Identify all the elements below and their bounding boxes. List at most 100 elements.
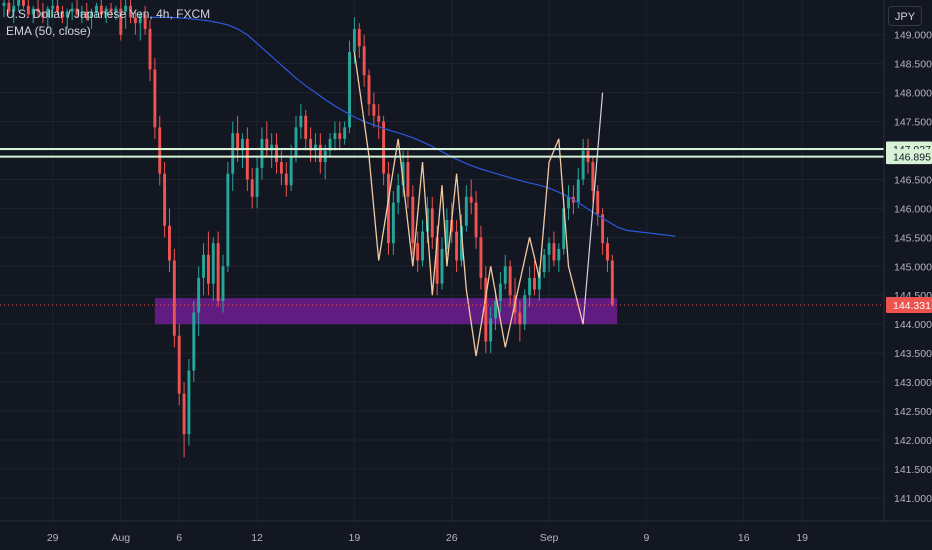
price-tick-label: 148.500 bbox=[894, 59, 932, 71]
candle-body bbox=[65, 11, 69, 18]
candle-body bbox=[528, 277, 532, 296]
price-tick-label: 143.500 bbox=[894, 348, 932, 360]
candle-body bbox=[114, 8, 118, 12]
price-axis[interactable]: 141.000 141.500 142.000 142.500 143.000 143.5… bbox=[883, 0, 932, 521]
candle-body bbox=[124, 5, 128, 12]
candle-body bbox=[362, 46, 366, 76]
candle-body bbox=[26, 5, 30, 15]
candle-body bbox=[182, 393, 186, 435]
candle-body bbox=[138, 14, 142, 24]
candle-body bbox=[518, 312, 522, 325]
candle-body bbox=[206, 254, 210, 284]
time-tick-label: Aug bbox=[111, 532, 130, 544]
level-price-tag-label: 146.895 bbox=[893, 152, 931, 164]
candle-body bbox=[192, 312, 196, 371]
candle-body bbox=[469, 196, 473, 203]
candle-body bbox=[484, 277, 488, 342]
candle-body bbox=[17, 0, 21, 6]
candle-body bbox=[270, 144, 274, 151]
candle-body bbox=[284, 173, 288, 186]
price-tick-label: 143.000 bbox=[894, 377, 932, 389]
candle-body bbox=[357, 28, 361, 47]
candle-body bbox=[343, 127, 347, 139]
candle-body bbox=[241, 138, 244, 151]
candle-body bbox=[314, 144, 317, 151]
candle-body bbox=[75, 8, 79, 15]
candle-body bbox=[289, 156, 293, 186]
candle-body bbox=[387, 173, 390, 244]
time-tick-label: Sep bbox=[540, 532, 559, 544]
candle-body bbox=[177, 335, 181, 394]
candle-body bbox=[95, 5, 98, 12]
price-tick-label: 142.000 bbox=[894, 435, 932, 447]
candle-body bbox=[275, 144, 278, 163]
candle-body bbox=[508, 266, 512, 296]
candle-body bbox=[104, 8, 108, 15]
candle-body bbox=[601, 214, 605, 244]
candle-body bbox=[158, 127, 162, 174]
symbol-title[interactable]: U.S. Dollar / Japanese Yen, 4h, FXCM bbox=[6, 7, 211, 21]
candle-body bbox=[36, 8, 40, 12]
candle-body bbox=[396, 185, 400, 203]
candle-body bbox=[455, 231, 459, 261]
price-tick-label: 149.000 bbox=[894, 30, 932, 42]
candle-body bbox=[421, 231, 424, 261]
time-tick-label: 16 bbox=[738, 532, 750, 544]
candle-body bbox=[260, 138, 264, 168]
candle-body bbox=[153, 69, 157, 128]
level-price-tag bbox=[886, 149, 932, 165]
candle-body bbox=[489, 318, 493, 342]
time-axis[interactable]: 29 Aug 6 12 19 26 Sep 9 16 19 bbox=[0, 520, 932, 544]
candle-body bbox=[445, 219, 449, 249]
price-tick-label: 146.500 bbox=[894, 174, 932, 186]
candle-body bbox=[197, 277, 201, 313]
candle-body bbox=[294, 127, 298, 157]
candle-body bbox=[591, 162, 595, 192]
candle-body bbox=[304, 115, 308, 139]
candle-body bbox=[60, 11, 64, 18]
projection-line bbox=[582, 92, 604, 325]
candle-body bbox=[338, 133, 342, 139]
candle-body bbox=[328, 138, 332, 151]
last-price-tag-label: 144.331 bbox=[893, 300, 931, 312]
candle-body bbox=[460, 225, 463, 261]
price-tick-label: 141.500 bbox=[894, 464, 932, 476]
candle-body bbox=[576, 179, 580, 203]
candle-body bbox=[411, 196, 415, 244]
candle-body bbox=[250, 179, 254, 197]
time-tick-label: 9 bbox=[643, 532, 649, 544]
candle-body bbox=[391, 202, 395, 244]
candle-body bbox=[503, 266, 507, 284]
candle-body bbox=[406, 162, 410, 197]
indicator-legend[interactable]: EMA (50, close) bbox=[6, 24, 91, 38]
currency-button[interactable]: JPY bbox=[888, 6, 922, 26]
candle-body bbox=[22, 0, 25, 6]
last-price-tag bbox=[886, 297, 932, 314]
candle-body bbox=[318, 144, 322, 163]
price-tick-label: 147.500 bbox=[894, 117, 932, 129]
candle-body bbox=[51, 5, 55, 9]
candle-body bbox=[474, 202, 478, 238]
candle-body bbox=[41, 11, 45, 18]
candle-body bbox=[498, 283, 502, 302]
candle-body bbox=[479, 237, 483, 278]
candle-body bbox=[99, 5, 103, 15]
candle-body bbox=[557, 248, 561, 261]
candle-body bbox=[109, 8, 113, 12]
price-tick-label: 144.000 bbox=[894, 319, 932, 331]
candle-body bbox=[440, 248, 444, 284]
candle-body bbox=[533, 277, 536, 290]
candle-body bbox=[435, 237, 439, 284]
candle-body bbox=[148, 28, 152, 70]
candle-body bbox=[265, 138, 269, 151]
candle-body bbox=[367, 75, 371, 105]
ema-layer bbox=[150, 16, 676, 237]
price-tick-label: 145.500 bbox=[894, 232, 932, 244]
price-tick-label: 146.000 bbox=[894, 203, 932, 215]
pattern-drawing-layer bbox=[353, 52, 604, 357]
candle-body bbox=[80, 11, 84, 15]
candle-body bbox=[90, 11, 94, 18]
time-tick-label: 26 bbox=[446, 532, 458, 544]
